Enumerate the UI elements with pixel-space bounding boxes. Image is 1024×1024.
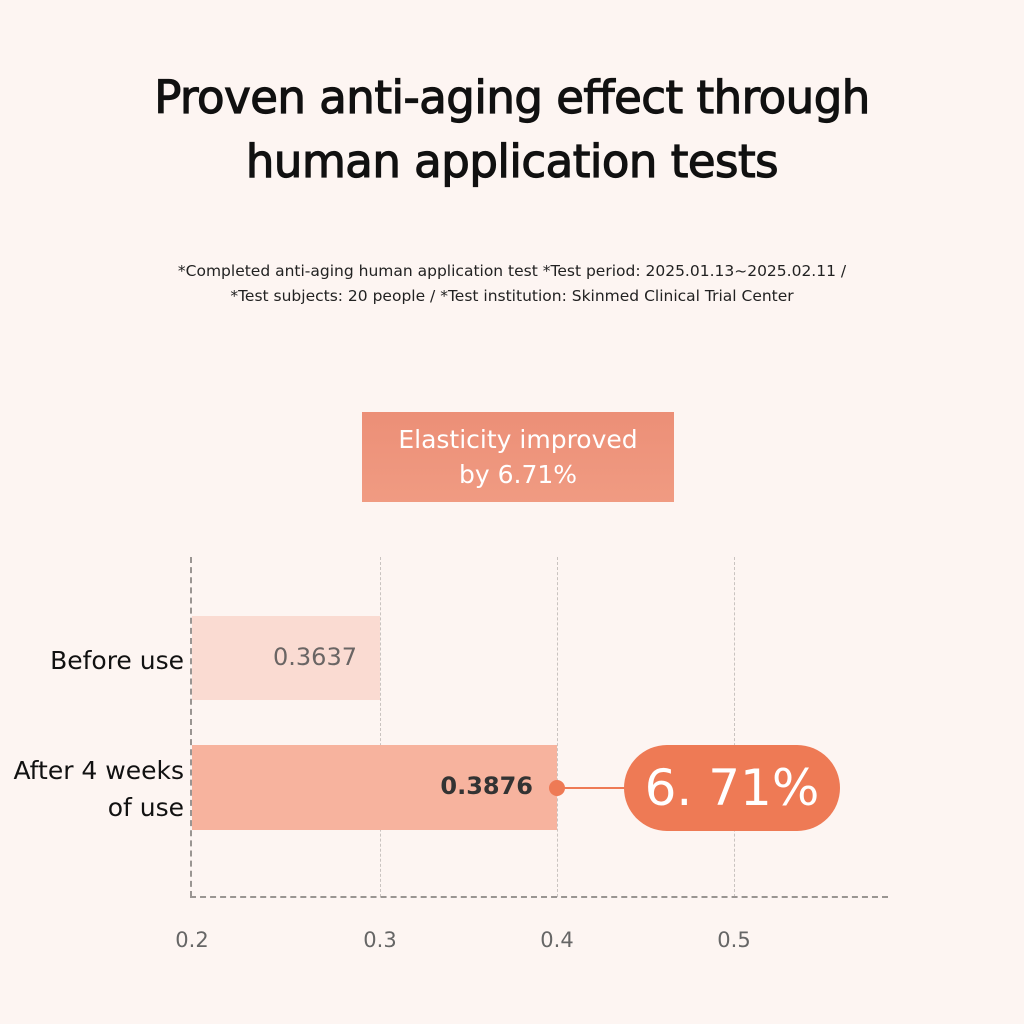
test-info-line-1: *Completed anti-aging human application … — [177, 262, 847, 280]
connector-dot — [549, 780, 565, 796]
x-axis — [190, 896, 888, 898]
x-tick-label: 0.2 — [175, 928, 209, 952]
gridline-0.4 — [557, 557, 558, 897]
page-title: Proven anti-aging effect through human a… — [0, 66, 1024, 194]
test-info: *Completed anti-aging human application … — [0, 259, 1024, 309]
bar-before-use — [192, 616, 380, 700]
category-line: Before use — [50, 646, 184, 675]
title-line-1: Proven anti-aging effect through — [154, 70, 871, 124]
value-label-after: 0.3876 — [440, 772, 533, 800]
x-tick-label: 0.4 — [540, 928, 574, 952]
title-line-2: human application tests — [245, 134, 779, 188]
improvement-pill: 6. 71% — [624, 745, 840, 831]
category-line: of use — [107, 793, 184, 822]
badge-line-1: Elasticity improved — [398, 425, 638, 454]
x-tick-label: 0.5 — [717, 928, 751, 952]
badge-line-2: by 6.71% — [458, 460, 578, 489]
test-info-line-2: *Test subjects: 20 people / *Test instit… — [230, 287, 794, 305]
gridline-0.5 — [734, 557, 735, 897]
y-axis — [190, 557, 192, 897]
category-label-after: After 4 weeks of use — [13, 752, 184, 826]
bar-after-4-weeks — [192, 745, 557, 830]
connector-line — [560, 787, 630, 789]
category-line: After 4 weeks — [13, 756, 184, 785]
category-label-before: Before use — [50, 642, 184, 679]
gridline-0.3 — [380, 557, 381, 897]
x-tick-label: 0.3 — [363, 928, 397, 952]
value-label-before: 0.3637 — [273, 643, 357, 671]
elasticity-badge: Elasticity improved by 6.71% — [362, 412, 674, 502]
